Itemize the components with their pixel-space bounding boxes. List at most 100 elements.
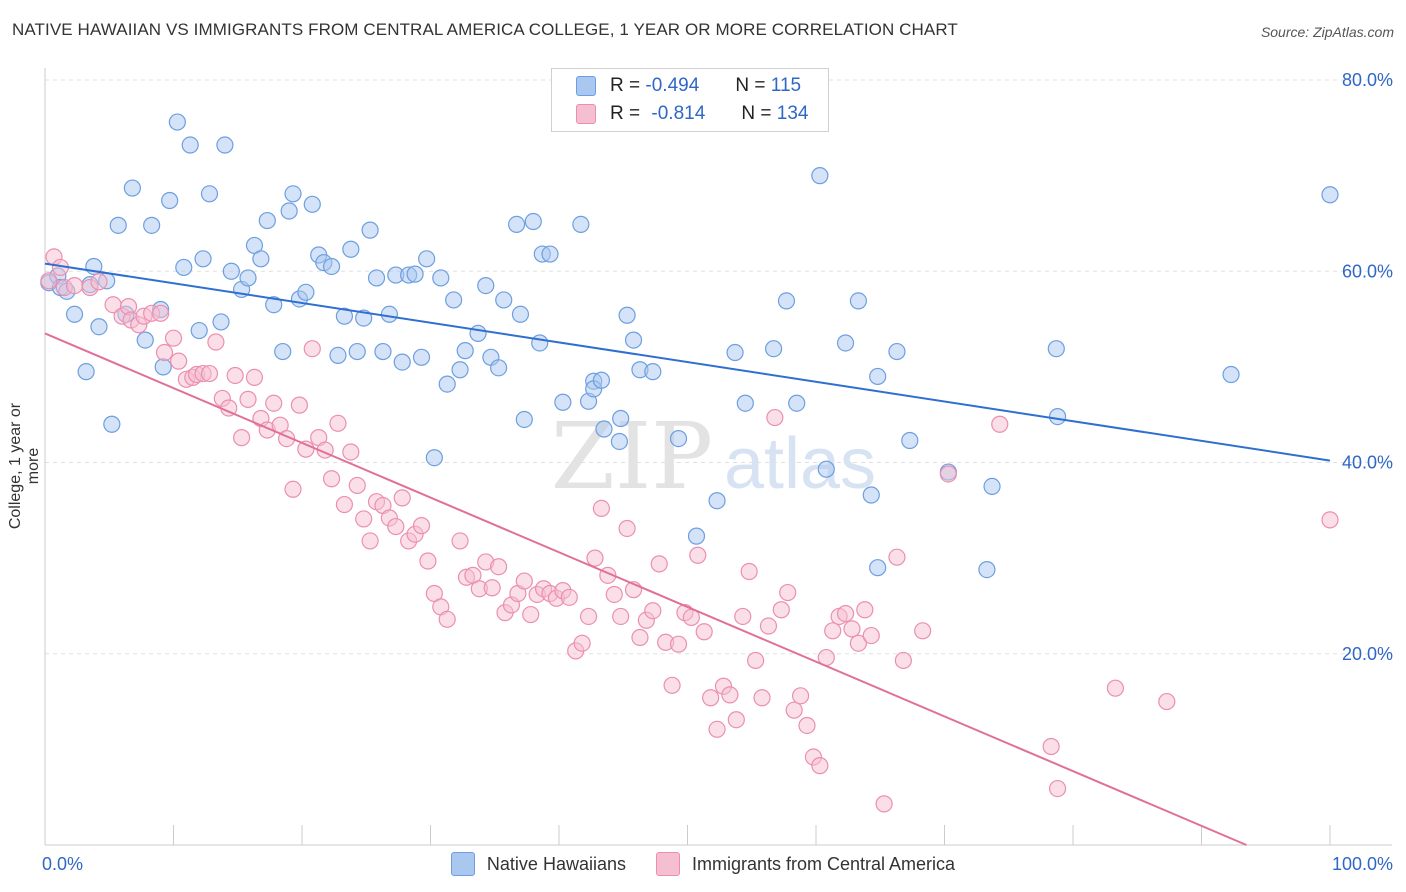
point-central-america [991, 415, 1009, 433]
point-native-hawaiians [265, 296, 283, 314]
point-native-hawaiians [469, 324, 487, 343]
series-legend: Native Hawaiians Immigrants from Central… [0, 852, 1406, 876]
point-native-hawaiians [531, 334, 549, 352]
point-native-hawaiians [175, 258, 193, 277]
point-native-hawaiians [687, 527, 706, 545]
chart-source: Source: ZipAtlas.com [1260, 24, 1394, 40]
blue-legend-swatch [450, 852, 475, 876]
point-central-america [811, 757, 829, 775]
point-central-america [753, 689, 771, 707]
point-native-hawaiians [432, 269, 450, 287]
point-central-america [785, 701, 803, 719]
point-central-america [689, 546, 707, 564]
trend-lines [44, 262, 1331, 846]
point-native-hawaiians [258, 211, 276, 230]
point-central-america [875, 795, 893, 813]
point-native-hawaiians [418, 250, 436, 268]
point-native-hawaiians [511, 305, 530, 323]
point-central-america [791, 687, 810, 705]
point-native-hawaiians [280, 202, 298, 220]
point-native-hawaiians [1048, 408, 1067, 426]
point-central-america [734, 607, 752, 626]
point-native-hawaiians [445, 291, 463, 309]
point-native-hawaiians [329, 346, 347, 364]
point-central-america [740, 562, 758, 581]
point-native-hawaiians [524, 212, 542, 231]
point-native-hawaiians [572, 215, 590, 233]
point-native-hawaiians [181, 136, 199, 154]
point-native-hawaiians [612, 409, 630, 428]
point-central-america [586, 549, 604, 567]
point-central-america [1321, 511, 1339, 529]
point-central-america [155, 343, 174, 362]
legend-label-central-america: Immigrants from Central America [691, 853, 956, 874]
point-native-hawaiians [154, 358, 172, 376]
point-native-hawaiians [136, 331, 154, 349]
legend-label-native-hawaiians: Native Hawaiians [486, 853, 626, 874]
point-central-america [90, 273, 108, 291]
point-native-hawaiians [190, 321, 208, 340]
point-native-hawaiians [406, 265, 424, 283]
watermark-atlas: atlas [724, 424, 876, 504]
point-central-america [612, 607, 630, 626]
point-central-america [1158, 692, 1176, 711]
point-native-hawaiians [901, 431, 919, 450]
point-central-america [1048, 779, 1067, 798]
point-native-hawaiians [1321, 186, 1339, 204]
point-native-hawaiians [65, 305, 84, 323]
point-native-hawaiians [342, 240, 360, 258]
point-central-america [747, 651, 765, 670]
point-native-hawaiians [618, 306, 636, 324]
point-central-america [650, 555, 668, 573]
point-native-hawaiians [624, 331, 643, 349]
point-central-america [164, 329, 183, 347]
pink-legend-swatch [655, 852, 680, 876]
point-native-hawaiians [477, 276, 495, 295]
point-native-hawaiians [764, 340, 783, 358]
point-native-hawaiians [726, 343, 744, 362]
x-tick-label-min: 0.0% [42, 854, 83, 874]
point-native-hawaiians [252, 250, 270, 268]
point-central-america [888, 548, 906, 566]
point-central-america [843, 620, 861, 638]
chart-title: NATIVE HAWAIIAN VS IMMIGRANTS FROM CENTR… [12, 20, 958, 39]
point-central-america [290, 396, 309, 414]
point-native-hawaiians [143, 216, 161, 234]
trend-line-native-hawaiians [44, 262, 1331, 462]
correlation-legend: R = -0.494 N = 115 R = -0.814 N = 134 [551, 68, 829, 132]
point-central-america [727, 711, 745, 729]
point-central-america [303, 340, 321, 358]
point-central-america [226, 366, 244, 385]
r-value-native-hawaiians: -0.494 [645, 75, 700, 96]
legend-row-central-america: R = -0.814 N = 134 [576, 102, 808, 126]
point-central-america [265, 394, 283, 412]
point-central-america [759, 617, 778, 635]
point-native-hawaiians [438, 375, 456, 393]
point-native-hawaiians [355, 309, 373, 327]
point-native-hawaiians [1222, 365, 1240, 384]
point-native-hawaiians [817, 460, 835, 478]
point-native-hawaiians [736, 394, 754, 412]
point-native-hawaiians [983, 477, 1001, 496]
point-native-hawaiians [222, 262, 240, 280]
point-central-america [772, 601, 790, 619]
point-native-hawaiians [348, 342, 366, 361]
point-central-america [1106, 679, 1125, 697]
point-central-america [560, 588, 578, 606]
point-native-hawaiians [90, 318, 108, 336]
watermark: ZIP atlas [551, 403, 876, 510]
point-native-hawaiians [335, 307, 354, 325]
point-native-hawaiians [103, 415, 121, 433]
y-tick-label: 40.0% [1342, 453, 1393, 473]
point-central-america [387, 517, 405, 536]
point-central-america [721, 686, 739, 704]
point-native-hawaiians [200, 185, 219, 203]
point-native-hawaiians [380, 305, 398, 323]
point-native-hawaiians [374, 342, 392, 361]
point-native-hawaiians [297, 283, 315, 301]
point-central-america [894, 651, 912, 670]
point-central-america [644, 602, 662, 620]
point-central-america [573, 634, 591, 652]
point-native-hawaiians [168, 113, 186, 131]
point-native-hawaiians [322, 257, 341, 276]
